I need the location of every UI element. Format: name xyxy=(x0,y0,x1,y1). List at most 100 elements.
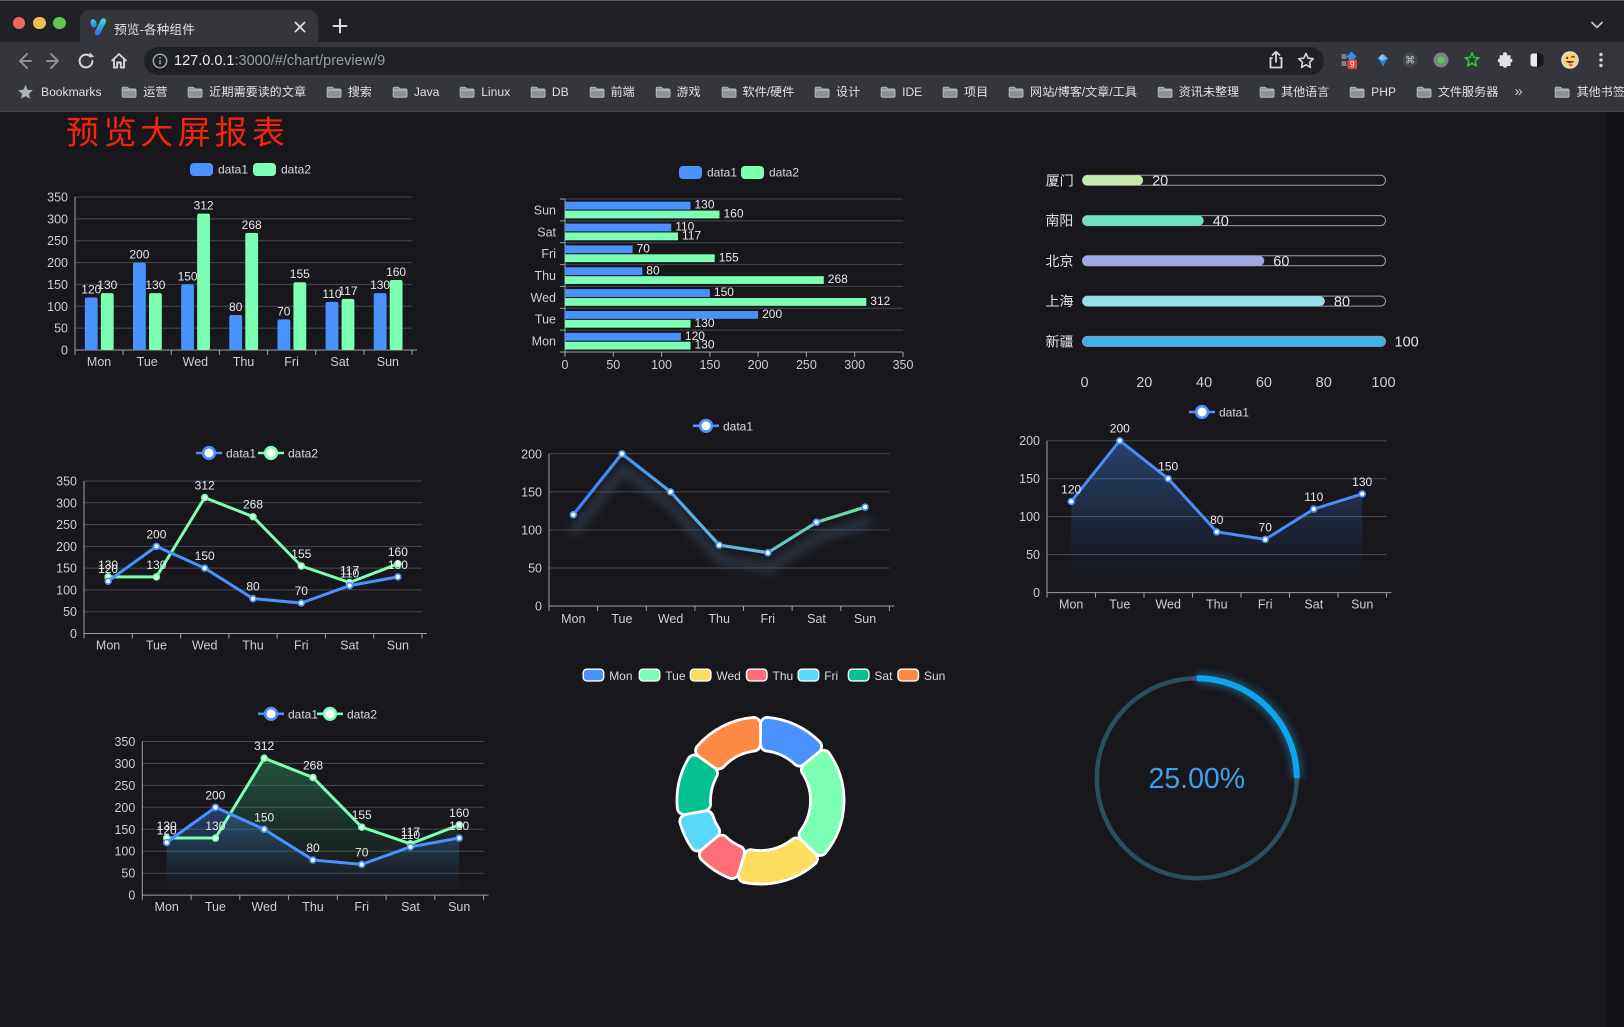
svg-text:Mon: Mon xyxy=(1059,598,1083,612)
svg-text:130: 130 xyxy=(145,278,165,292)
svg-text:Wed: Wed xyxy=(716,669,740,683)
svg-text:70: 70 xyxy=(1259,520,1273,534)
svg-text:155: 155 xyxy=(290,267,310,281)
svg-text:80: 80 xyxy=(246,580,260,594)
svg-text:120: 120 xyxy=(1061,483,1081,497)
svg-text:data2: data2 xyxy=(288,447,318,461)
svg-text:250: 250 xyxy=(114,779,135,793)
svg-text:Mon: Mon xyxy=(561,612,585,626)
svg-text:data2: data2 xyxy=(347,707,377,721)
svg-text:130: 130 xyxy=(205,819,225,833)
svg-text:312: 312 xyxy=(194,199,214,213)
svg-text:20: 20 xyxy=(1136,375,1152,391)
svg-text:268: 268 xyxy=(242,218,262,232)
svg-text:117: 117 xyxy=(401,825,420,839)
svg-text:Wed: Wed xyxy=(1155,598,1181,612)
svg-text:70: 70 xyxy=(277,304,291,318)
svg-text:312: 312 xyxy=(195,479,215,493)
svg-text:50: 50 xyxy=(63,605,77,619)
svg-text:150: 150 xyxy=(699,358,720,372)
svg-text:160: 160 xyxy=(386,265,406,279)
svg-text:100: 100 xyxy=(1019,510,1040,524)
svg-text:Wed: Wed xyxy=(658,612,684,626)
svg-text:南阳: 南阳 xyxy=(1046,213,1074,229)
svg-text:117: 117 xyxy=(682,229,701,243)
svg-text:130: 130 xyxy=(388,558,408,572)
svg-text:Tue: Tue xyxy=(205,900,226,914)
svg-text:350: 350 xyxy=(114,735,135,749)
svg-text:Fri: Fri xyxy=(761,612,776,626)
svg-text:Mon: Mon xyxy=(155,900,179,914)
svg-text:Fri: Fri xyxy=(541,247,556,261)
svg-text:70: 70 xyxy=(355,845,369,859)
svg-text:300: 300 xyxy=(114,757,135,771)
svg-text:Sun: Sun xyxy=(387,639,409,653)
svg-text:250: 250 xyxy=(56,518,77,532)
svg-text:60: 60 xyxy=(1256,375,1272,391)
svg-text:150: 150 xyxy=(178,269,198,283)
svg-text:80: 80 xyxy=(1334,294,1350,310)
svg-text:Wed: Wed xyxy=(183,355,209,369)
svg-text:100: 100 xyxy=(521,523,542,537)
svg-text:Sun: Sun xyxy=(854,612,876,626)
svg-text:268: 268 xyxy=(828,272,848,286)
svg-text:160: 160 xyxy=(449,806,469,820)
svg-text:150: 150 xyxy=(1158,460,1178,474)
svg-text:117: 117 xyxy=(338,284,357,298)
svg-text:50: 50 xyxy=(54,322,68,336)
svg-text:300: 300 xyxy=(56,496,77,510)
svg-text:Tue: Tue xyxy=(146,639,167,653)
svg-text:data1: data1 xyxy=(707,166,737,180)
svg-text:150: 150 xyxy=(254,810,274,824)
svg-text:110: 110 xyxy=(401,828,420,842)
svg-text:Tue: Tue xyxy=(611,612,632,626)
svg-text:130: 130 xyxy=(146,558,166,572)
svg-text:Sun: Sun xyxy=(448,900,470,914)
svg-text:data2: data2 xyxy=(769,166,799,180)
svg-text:上海: 上海 xyxy=(1046,293,1074,309)
svg-text:0: 0 xyxy=(128,889,135,903)
svg-text:0: 0 xyxy=(1080,375,1088,391)
svg-text:160: 160 xyxy=(388,545,408,559)
svg-text:250: 250 xyxy=(796,358,817,372)
svg-text:0: 0 xyxy=(70,627,77,641)
svg-text:Tue: Tue xyxy=(535,313,556,327)
svg-text:Sun: Sun xyxy=(377,355,399,369)
svg-text:Thu: Thu xyxy=(302,900,324,914)
svg-text:⌘: ⌘ xyxy=(1405,56,1415,67)
svg-text:200: 200 xyxy=(56,540,77,554)
svg-text:100: 100 xyxy=(651,358,672,372)
svg-text:40: 40 xyxy=(1213,214,1229,230)
svg-text:100: 100 xyxy=(114,845,135,859)
svg-text:130: 130 xyxy=(98,558,118,572)
svg-text:data2: data2 xyxy=(281,163,311,177)
svg-text:130: 130 xyxy=(157,819,177,833)
svg-text:Sun: Sun xyxy=(534,203,556,217)
svg-text:厦门: 厦门 xyxy=(1046,172,1074,188)
svg-text:Thu: Thu xyxy=(1206,598,1228,612)
svg-text:data1: data1 xyxy=(1219,406,1249,420)
svg-text:200: 200 xyxy=(762,307,782,321)
svg-text:data1: data1 xyxy=(226,447,256,461)
svg-text:117: 117 xyxy=(340,564,359,578)
svg-text:155: 155 xyxy=(291,547,311,561)
svg-text:200: 200 xyxy=(748,358,769,372)
svg-text:200: 200 xyxy=(47,256,68,270)
svg-text:50: 50 xyxy=(606,358,620,372)
svg-text:100: 100 xyxy=(1395,335,1419,351)
svg-text:100: 100 xyxy=(47,300,68,314)
svg-text:Thu: Thu xyxy=(233,355,255,369)
svg-text:200: 200 xyxy=(114,801,135,815)
svg-text:130: 130 xyxy=(449,819,469,833)
svg-text:130: 130 xyxy=(97,278,117,292)
svg-text:200: 200 xyxy=(521,447,542,461)
svg-text:Sat: Sat xyxy=(807,612,826,626)
svg-text:Thu: Thu xyxy=(534,269,556,283)
svg-text:350: 350 xyxy=(56,475,77,489)
svg-text:150: 150 xyxy=(714,285,734,299)
svg-text:Mon: Mon xyxy=(532,335,556,349)
svg-text:北京: 北京 xyxy=(1046,253,1074,269)
svg-text:300: 300 xyxy=(47,212,68,226)
svg-text:Sat: Sat xyxy=(1304,598,1323,612)
svg-text:100: 100 xyxy=(1371,375,1395,391)
